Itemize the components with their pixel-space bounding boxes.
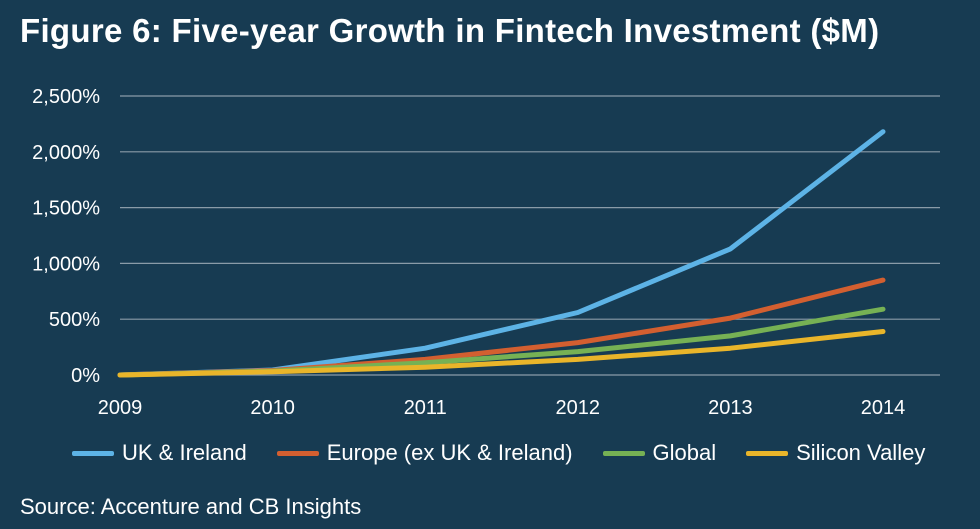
series-line-uk-ireland: [117, 129, 886, 378]
legend-swatch-silicon-valley: [746, 450, 789, 456]
legend-swatch-uk-ireland: [72, 450, 114, 456]
series-line-silicon-valley: [117, 329, 886, 378]
x-tick-label-2009: 2009: [98, 397, 143, 419]
y-tick-label-2: 1,000%: [32, 253, 100, 275]
legend-item-global: Global: [602, 440, 717, 466]
x-tick-label-2014: 2014: [861, 397, 906, 419]
legend-swatch-global: [602, 450, 645, 456]
legend-item-uk-ireland: UK & Ireland: [72, 440, 247, 466]
x-tick-label-2012: 2012: [556, 397, 601, 419]
legend-label-europe: Europe (ex UK & Ireland): [326, 440, 573, 465]
chart-legend: UK & Ireland Europe (ex UK & Ireland) Gl…: [72, 440, 925, 466]
y-tick-label-1: 500%: [49, 309, 100, 331]
legend-item-europe: Europe (ex UK & Ireland): [276, 440, 573, 466]
legend-label-silicon-valley: Silicon Valley: [796, 440, 926, 465]
legend-swatch-europe: [276, 450, 319, 456]
x-tick-label-2011: 2011: [404, 397, 447, 419]
legend-label-global: Global: [652, 440, 717, 465]
chart-title: Figure 6: Five-year Growth in Fintech In…: [20, 12, 880, 49]
y-tick-label-0: 0%: [71, 365, 100, 387]
source-note: Source: Accenture and CB Insights: [20, 494, 362, 519]
legend-item-silicon-valley: Silicon Valley: [746, 440, 925, 466]
x-tick-label-2013: 2013: [708, 397, 753, 419]
y-tick-label-3: 1,500%: [32, 198, 100, 220]
y-tick-label-4: 2,000%: [32, 142, 100, 164]
x-tick-label-2010: 2010: [250, 397, 295, 419]
y-tick-label-5: 2,500%: [32, 86, 100, 108]
legend-label-uk-ireland: UK & Ireland: [122, 440, 247, 465]
